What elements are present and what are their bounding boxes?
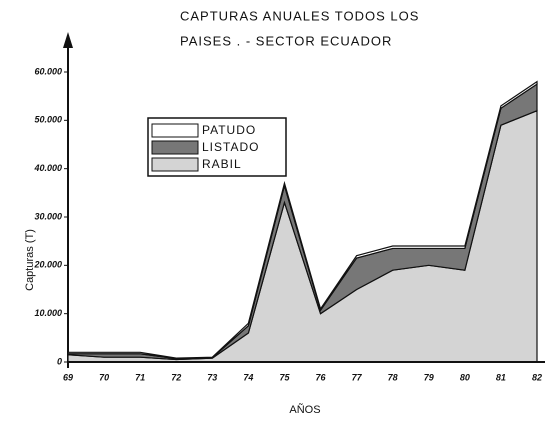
legend-label: LISTADO (202, 140, 259, 154)
x-tick-label: 71 (135, 372, 145, 382)
axis-arrow (63, 32, 73, 48)
area (67, 80, 538, 360)
x-tick-label: 82 (532, 372, 542, 382)
y-tick-label: 0 (57, 356, 62, 366)
x-tick-label: 72 (171, 372, 181, 382)
y-tick-label: 30.000 (34, 211, 62, 221)
y-tick-label: 40.000 (33, 163, 62, 173)
x-tick-label: 70 (99, 372, 109, 382)
legend-label: PATUDO (202, 123, 256, 137)
legend-swatch (151, 140, 199, 155)
x-tick-label: 77 (352, 372, 363, 382)
area (67, 109, 538, 363)
x-tick-label: 74 (243, 372, 253, 382)
legend-swatch (151, 157, 199, 172)
x-tick-label: 81 (496, 372, 506, 382)
x-tick-label: 79 (424, 372, 434, 382)
legend-swatch (151, 123, 199, 138)
x-tick-label: 75 (279, 372, 290, 382)
x-tick-label: 73 (207, 372, 217, 382)
x-tick-label: 76 (316, 372, 327, 382)
y-tick-label: 20.000 (33, 260, 62, 270)
x-tick-label: 80 (460, 372, 470, 382)
y-tick-label: 60.000 (34, 66, 62, 76)
x-axis-label: AÑOS (289, 403, 320, 416)
x-tick-label: 78 (388, 372, 398, 382)
chart-title: PAISES . - SECTOR ECUADOR (180, 33, 392, 48)
y-tick-label: 10.000 (34, 308, 62, 318)
y-axis-label: Capturas (T) (24, 229, 36, 291)
chart-title: CAPTURAS ANUALES TODOS LOS (180, 8, 419, 23)
x-tick-label: 69 (63, 372, 73, 382)
legend-label: RABIL (202, 157, 242, 171)
y-tick-label: 50.000 (34, 115, 62, 125)
